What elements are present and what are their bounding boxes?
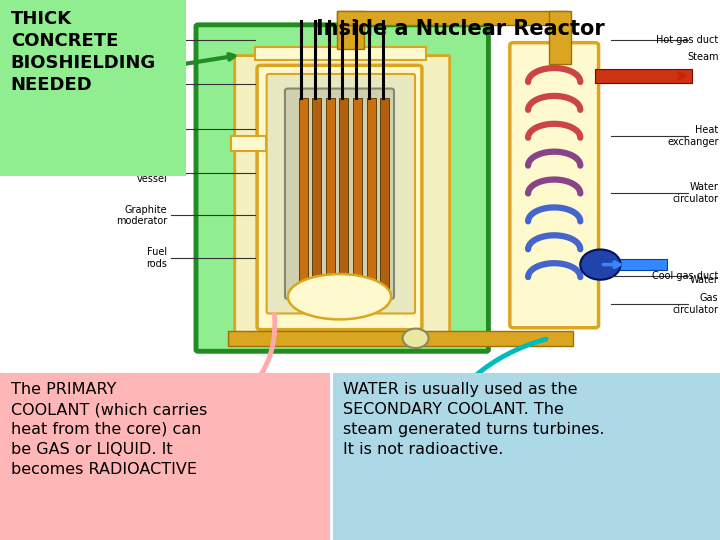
Text: Cool gas duct: Cool gas duct [652,271,719,281]
FancyBboxPatch shape [333,373,720,540]
Circle shape [580,249,621,280]
Bar [312,98,321,289]
Text: Radiation
shielding: Radiation shielding [121,118,167,139]
Bar [337,11,364,49]
FancyBboxPatch shape [510,43,598,328]
Text: WATER is usually used as the
SECONDARY COOLANT. The
steam generated turns turbin: WATER is usually used as the SECONDARY C… [343,382,605,457]
Bar [340,98,348,289]
Text: Control
rods: Control rods [132,73,167,94]
Text: Water: Water [690,275,719,286]
FancyBboxPatch shape [0,0,186,176]
Text: Gas
circulator: Gas circulator [672,293,719,315]
Bar [255,48,426,60]
Text: Fuel
rods: Fuel rods [146,247,167,268]
Bar [299,98,307,289]
Bar [595,259,667,270]
FancyBboxPatch shape [235,56,449,341]
FancyBboxPatch shape [257,65,422,329]
FancyBboxPatch shape [0,373,330,540]
Bar [230,136,266,151]
Text: Graphite
moderator: Graphite moderator [116,205,167,226]
Ellipse shape [288,274,391,319]
Bar [228,330,573,346]
Text: Steam: Steam [687,52,719,62]
Text: Water
circulator: Water circulator [672,182,719,204]
Circle shape [402,328,428,348]
FancyBboxPatch shape [266,74,415,313]
Bar [380,98,390,289]
Bar [337,11,568,25]
Text: Inside a Nuclear Reactor: Inside a Nuclear Reactor [316,19,606,39]
Text: Heat
exchanger: Heat exchanger [667,125,719,147]
Text: The PRIMARY
COOLANT (which carries
heat from the core) can
be GAS or LIQUID. It
: The PRIMARY COOLANT (which carries heat … [11,382,207,476]
Bar [366,98,376,289]
Bar [595,69,692,83]
FancyBboxPatch shape [285,89,394,299]
Text: Hot gas duct: Hot gas duct [657,35,719,45]
Text: THICK
CONCRETE
BIOSHIELDING
NEEDED: THICK CONCRETE BIOSHIELDING NEEDED [11,10,156,94]
Bar [549,11,570,64]
Bar [326,98,335,289]
Text: Charge
tubes: Charge tubes [132,29,167,51]
Bar [353,98,362,289]
FancyBboxPatch shape [196,25,488,352]
Text: Pressure
vessel: Pressure vessel [125,163,167,184]
